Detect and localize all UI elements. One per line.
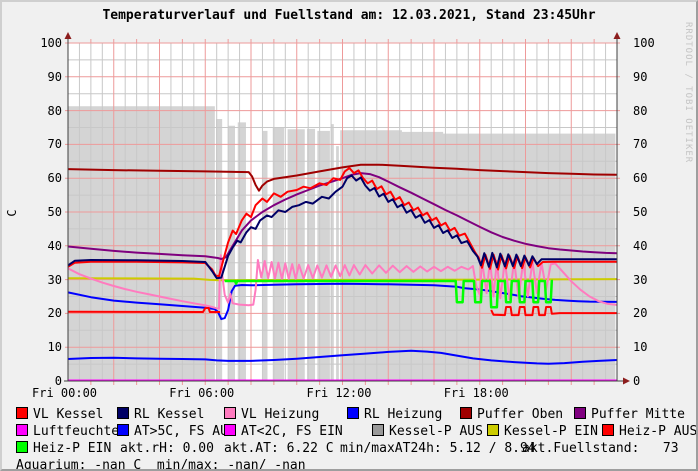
y-tick-label-left: 60	[47, 171, 62, 186]
y-tick-label-left: 100	[40, 36, 62, 50]
y-axis-arrow-left	[64, 32, 72, 39]
legend-swatch-luftfeuchte	[16, 424, 28, 436]
legend-swatch-kessel-p-aus	[372, 424, 384, 436]
series-vl-kessel	[67, 167, 617, 278]
y-tick-label-right: 60	[633, 171, 648, 186]
legend-label: akt.rH: 0.00	[120, 441, 214, 456]
legend-item-akt-at-6-22-c: akt.AT: 6.22 C	[224, 441, 334, 456]
legend-item-kessel-p-ein: Kessel-P EIN	[487, 424, 598, 439]
legend-label: Kessel-P AUS	[389, 424, 483, 439]
legend-label: Luftfeuchte	[33, 424, 120, 439]
y-tick-label-right: 10	[633, 340, 648, 355]
legend-swatch-heiz-p-aus	[602, 424, 614, 436]
legend-item-min-maxat24h-5-12-8-94: min/maxAT24h: 5.12 / 8.94	[340, 441, 536, 456]
y-tick-label-left: 30	[47, 272, 62, 287]
y-tick-label-left: 80	[47, 103, 62, 118]
legend-label: Heiz-P AUS	[619, 424, 698, 439]
legend-swatch-vl-kessel	[16, 407, 28, 419]
y-axis-arrow-right	[613, 32, 621, 39]
legend-swatch-rl-heizung	[347, 407, 359, 419]
legend-swatch-puffer-mitte	[574, 407, 586, 419]
legend-label: Heiz-P EIN	[33, 441, 112, 456]
rrdtool-watermark: RRDTOOL / TOBI OETIKER	[683, 22, 693, 164]
legend-swatch-vl-heizung	[224, 407, 236, 419]
y-tick-label-left: 20	[47, 306, 62, 321]
legend-label: Kessel-P EIN	[504, 424, 598, 439]
legend-label: Aquarium: -nan C min/max: -nan/ -nan	[16, 458, 306, 471]
legend-label: akt.AT: 6.22 C	[224, 441, 334, 456]
legend-item-aquarium-nan-c-min-max-nan-nan: Aquarium: -nan C min/max: -nan/ -nan	[16, 458, 306, 471]
legend-label: VL Kessel	[33, 407, 104, 422]
y-tick-label-right: 100	[633, 36, 655, 50]
y-tick-label-left: 0	[54, 374, 62, 388]
y-tick-label-right: 40	[633, 238, 648, 253]
legend-swatch-at-2c-fs-ein	[224, 424, 236, 436]
legend-item-heiz-p-aus: Heiz-P AUS	[602, 424, 698, 439]
y-tick-label-right: 90	[633, 69, 648, 84]
x-tick-label: Fri 12:00	[306, 386, 372, 400]
legend-swatch-heiz-p-ein	[16, 441, 28, 453]
legend-label: akt.Fuellstand: 73	[522, 441, 679, 456]
legend-label: Puffer Oben	[477, 407, 564, 422]
y-tick-label-right: 20	[633, 306, 648, 321]
legend-swatch-kessel-p-ein	[487, 424, 499, 436]
legend-item-at-2c-fs-ein: AT<2C, FS EIN	[224, 424, 343, 439]
page-title: Temperaturverlauf und Fuellstand am: 12.…	[102, 8, 596, 23]
legend-item-rl-kessel: RL Kessel	[117, 407, 204, 422]
y-tick-label-right: 80	[633, 103, 648, 118]
legend-label: VL Heizung	[241, 407, 320, 422]
legend-swatch-at-5c-fs-aus	[117, 424, 129, 436]
y-tick-label-right: 50	[633, 205, 648, 219]
legend-label: Puffer Mitte	[591, 407, 685, 422]
y-tick-label-right: 70	[633, 137, 648, 152]
y-tick-label-left: 10	[47, 340, 62, 355]
legend-item-puffer-mitte: Puffer Mitte	[574, 407, 685, 422]
series-puffer-mitte	[67, 172, 618, 260]
x-axis-arrow	[623, 377, 630, 385]
series-puffer-oben	[67, 163, 618, 192]
legend-item-akt-fuellstand-73: akt.Fuellstand: 73	[522, 441, 679, 456]
legend-label: RL Kessel	[134, 407, 205, 422]
legend-swatch-puffer-oben	[460, 407, 472, 419]
legend-label: AT<2C, FS EIN	[241, 424, 343, 439]
legend-label: AT>5C, FS AUS	[134, 424, 236, 439]
legend-item-rl-heizung: RL Heizung	[347, 407, 442, 422]
y-tick-label-right: 0	[633, 374, 641, 388]
legend-item-at-5c-fs-aus: AT>5C, FS AUS	[117, 424, 236, 439]
legend-item-akt-rh-0-00: akt.rH: 0.00	[120, 441, 214, 456]
legend-label: min/maxAT24h: 5.12 / 8.94	[340, 441, 536, 456]
x-tick-label: Fri 18:00	[443, 386, 509, 400]
legend-item-vl-kessel: VL Kessel	[16, 407, 103, 422]
x-tick-label: Fri 06:00	[169, 386, 235, 400]
x-tick-label: Fri 00:00	[32, 386, 98, 400]
series-at-5c-fs-aus	[67, 349, 618, 365]
legend-item-kessel-p-aus: Kessel-P AUS	[372, 424, 483, 439]
legend-item-puffer-oben: Puffer Oben	[460, 407, 563, 422]
fill-area-kessel-p-aus	[68, 106, 616, 382]
series-heiz-p-aus-abend	[490, 306, 617, 317]
y-tick-label-left: 70	[47, 137, 62, 152]
series-heiz-p-aus	[67, 307, 221, 313]
legend-item-vl-heizung: VL Heizung	[224, 407, 319, 422]
y-tick-label-left: 90	[47, 69, 62, 84]
legend-swatch-rl-kessel	[117, 407, 129, 419]
series-rl-kessel	[67, 174, 617, 280]
legend-label: RL Heizung	[364, 407, 443, 422]
series-heiz-p-ein	[224, 279, 554, 309]
legend-item-heiz-p-ein: Heiz-P EIN	[16, 441, 111, 456]
y-tick-label-left: 50	[47, 205, 62, 219]
y-tick-label-right: 30	[633, 272, 648, 287]
y-tick-label-left: 40	[47, 238, 62, 253]
legend-item-luftfeuchte: Luftfeuchte	[16, 424, 119, 439]
